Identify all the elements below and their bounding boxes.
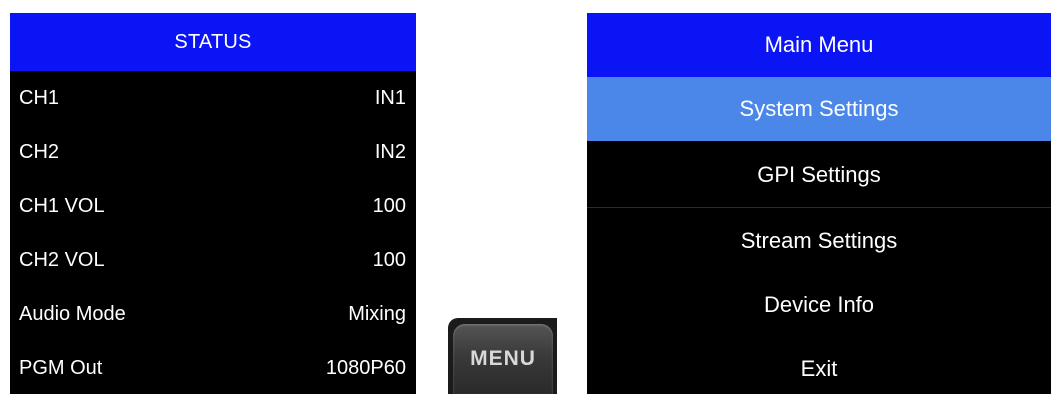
status-row-audio-mode: Audio Mode Mixing (10, 287, 416, 341)
status-value: IN2 (374, 140, 406, 163)
menu-item-system-settings[interactable]: System Settings (587, 77, 1051, 141)
status-value: IN1 (374, 86, 406, 109)
menu-item-stream-settings[interactable]: Stream Settings (740, 228, 898, 253)
main-menu-title: Main Menu (587, 13, 1051, 77)
main-menu-panel: Main Menu System Settings GPI Settings S… (587, 13, 1051, 394)
status-row-ch2-vol: CH2 VOL 100 (10, 233, 416, 287)
status-value: 1080P60 (325, 356, 406, 379)
menu-item-exit[interactable]: Exit (800, 356, 838, 381)
menu-divider (587, 207, 1051, 208)
status-panel: STATUS CH1 IN1 CH2 IN2 CH1 VOL 100 CH2 V… (10, 13, 416, 394)
status-title: STATUS (10, 13, 416, 71)
status-row-ch1: CH1 IN1 (10, 71, 416, 125)
status-label: Audio Mode (19, 302, 126, 325)
status-value: Mixing (348, 302, 406, 325)
status-row-pgm-out: PGM Out 1080P60 (10, 341, 416, 395)
status-label: CH2 VOL (19, 248, 105, 271)
status-label: PGM Out (19, 356, 103, 379)
menu-item-gpi-settings[interactable]: GPI Settings (757, 162, 881, 187)
menu-item-device-info[interactable]: Device Info (763, 292, 875, 317)
status-row-ch2: CH2 IN2 (10, 125, 416, 179)
status-label: CH1 (19, 86, 60, 109)
status-label: CH1 VOL (19, 194, 105, 217)
menu-button[interactable]: MENU (453, 324, 553, 394)
status-value: 100 (372, 248, 406, 271)
menu-key-housing: MENU (448, 318, 557, 394)
status-label: CH2 (19, 140, 60, 163)
status-list: CH1 IN1 CH2 IN2 CH1 VOL 100 CH2 VOL 100 … (10, 71, 416, 395)
status-value: 100 (372, 194, 406, 217)
status-row-ch1-vol: CH1 VOL 100 (10, 179, 416, 233)
